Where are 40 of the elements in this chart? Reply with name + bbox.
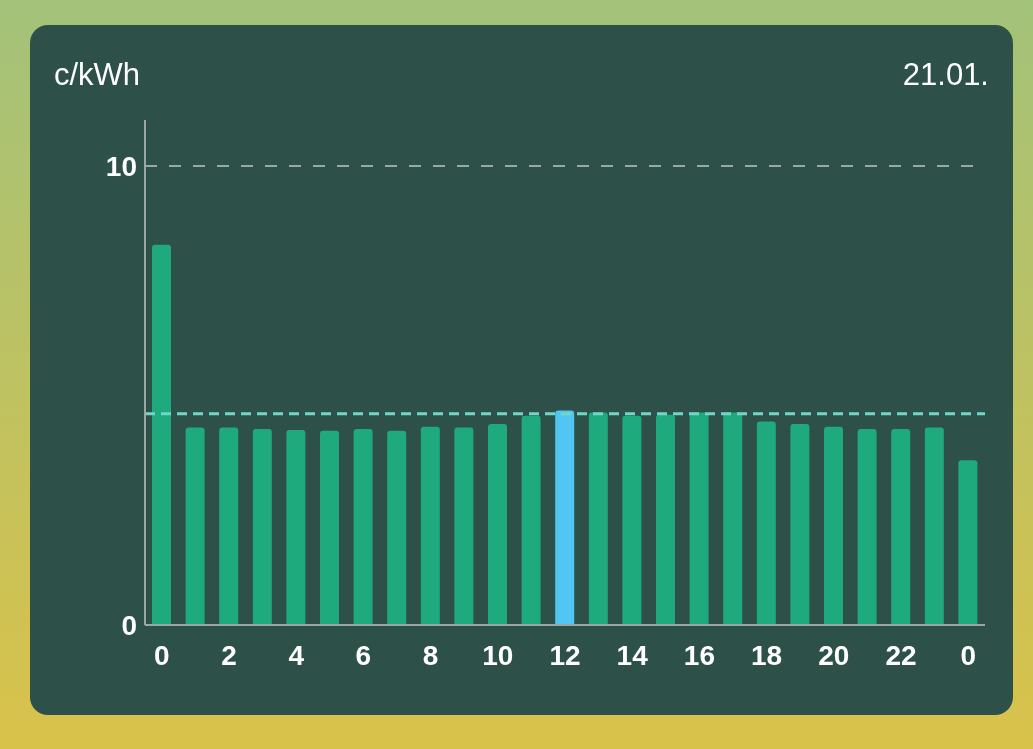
- bar: [387, 430, 407, 625]
- bar: [454, 427, 474, 625]
- x-tick-label: 20: [818, 639, 850, 671]
- x-tick-label: 16: [683, 639, 715, 671]
- bar: [320, 430, 339, 625]
- x-tick-label: 8: [422, 639, 439, 671]
- bar: [152, 244, 171, 625]
- x-tick-label: 14: [616, 639, 649, 671]
- bar: [286, 429, 306, 625]
- bar: [588, 412, 608, 625]
- bar: [723, 412, 743, 625]
- bar: [790, 423, 810, 625]
- bar: [219, 427, 239, 625]
- x-tick-label: 0: [154, 639, 170, 671]
- bar: [252, 428, 272, 625]
- x-tick-label: 0: [960, 639, 976, 671]
- bar: [622, 415, 642, 625]
- x-tick-label: 6: [355, 639, 372, 671]
- chart-subtitle: 21.01.: [902, 57, 989, 93]
- bar: [958, 460, 978, 625]
- chart-title: c/kWh: [54, 57, 141, 93]
- bar: [555, 410, 575, 625]
- bar: [891, 428, 911, 625]
- x-tick-label: 4: [288, 639, 305, 671]
- bar: [824, 426, 843, 625]
- x-tick-label: 2: [221, 639, 237, 671]
- x-tick-label: 18: [751, 639, 783, 671]
- bar: [857, 428, 877, 625]
- x-tick-label: 12: [549, 639, 581, 671]
- bar: [656, 414, 675, 625]
- x-tick-label: 10: [482, 639, 514, 671]
- bar: [488, 423, 507, 625]
- bar: [924, 427, 944, 625]
- bar: [756, 421, 776, 625]
- x-tick-label: 22: [885, 639, 917, 671]
- bar: [185, 427, 205, 625]
- bar: [521, 415, 541, 625]
- bar: [420, 426, 440, 625]
- bar: [689, 412, 709, 625]
- bar: [353, 428, 373, 625]
